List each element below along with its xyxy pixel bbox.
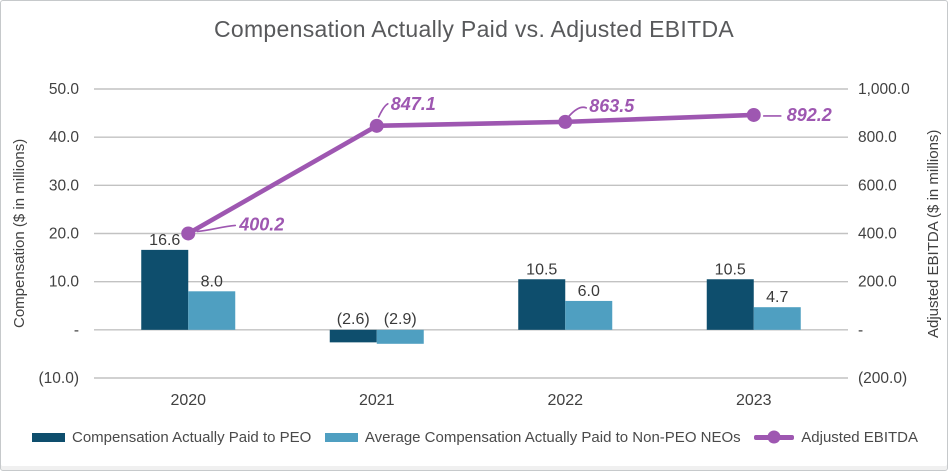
left-axis-tick-label: -: [74, 322, 79, 339]
legend-label-peo: Compensation Actually Paid to PEO: [72, 428, 312, 446]
bar-segment: [565, 300, 613, 330]
left-axis-tick-label: (10.0): [39, 370, 80, 387]
right-axis-tick-label: 200.0: [858, 274, 897, 291]
right-axis-tick-label: (200.0): [858, 370, 907, 387]
bar-segment: [518, 279, 566, 330]
ebitda-marker-icon: [767, 430, 781, 444]
x-axis-category-label: 2023: [736, 392, 772, 409]
x-axis-category-label: 2020: [170, 392, 206, 409]
ebitda-point-label: 847.1: [391, 94, 436, 114]
bar-value-label: 4.7: [766, 289, 788, 306]
x-axis-category-label: 2021: [359, 392, 395, 409]
ebitda-point-label: 400.2: [238, 214, 284, 234]
bar-value-label: 8.0: [201, 273, 223, 290]
x-axis-category-label: 2022: [547, 392, 583, 409]
ebitda-line-swatch: [754, 430, 795, 444]
leader-line: [196, 224, 237, 233]
bar-value-label: 16.6: [149, 232, 180, 249]
bar-segment: [329, 329, 377, 343]
chart-title: Compensation Actually Paid vs. Adjusted …: [213, 16, 735, 42]
bar-value-label: 10.5: [715, 261, 746, 278]
bar-segment: [753, 307, 801, 330]
non-peo-bar-swatch: [324, 432, 358, 442]
legend-label-ebitda: Adjusted EBITDA: [801, 428, 918, 446]
ebitda-point: [369, 118, 384, 133]
bar-segment: [141, 249, 189, 330]
bar-segment: [376, 329, 424, 344]
left-axis-title: Compensation ($ in millions): [11, 138, 28, 329]
legend: Compensation Actually Paid to PEO Averag…: [32, 427, 918, 447]
bar-segment: [188, 291, 236, 330]
ebitda-line: [185, 112, 757, 236]
leader-line: [568, 106, 588, 117]
right-axis-tick-label: -: [858, 322, 863, 339]
legend-item-ebitda: Adjusted EBITDA: [754, 429, 918, 446]
ebitda-point-label: 863.5: [589, 96, 635, 116]
ebitda-point: [746, 107, 761, 122]
leader-line: [377, 102, 389, 118]
left-axis-tick-label: 30.0: [49, 177, 80, 194]
legend-label-non-peo: Average Compensation Actually Paid to No…: [364, 428, 741, 446]
right-axis-tick-label: 400.0: [858, 226, 897, 243]
bar-segment: [706, 279, 754, 330]
peo-bar-swatch: [32, 432, 65, 442]
right-axis-tick-label: 800.0: [858, 129, 897, 146]
legend-item-peo: Compensation Actually Paid to PEO: [32, 429, 311, 446]
ebitda-point-label: 892.2: [787, 105, 832, 125]
left-axis-tick-label: 20.0: [49, 226, 80, 243]
bar-value-label: (2.9): [384, 311, 417, 328]
ebitda-point: [181, 226, 196, 241]
bar-value-label: (2.6): [337, 311, 370, 328]
legend-item-non-peo: Average Compensation Actually Paid to No…: [324, 428, 741, 446]
bar-value-label: 10.5: [526, 261, 557, 278]
right-axis-tick-label: 1,000.0: [858, 81, 910, 98]
right-axis-title: Adjusted EBITDA ($ in millions): [925, 129, 942, 338]
left-axis-tick-label: 50.0: [49, 81, 80, 98]
bar-value-label: 6.0: [578, 283, 600, 300]
left-axis-tick-label: 40.0: [49, 129, 80, 146]
right-axis-tick-label: 600.0: [858, 177, 897, 194]
ebitda-point: [558, 114, 573, 129]
left-axis-tick-label: 10.0: [49, 274, 80, 291]
